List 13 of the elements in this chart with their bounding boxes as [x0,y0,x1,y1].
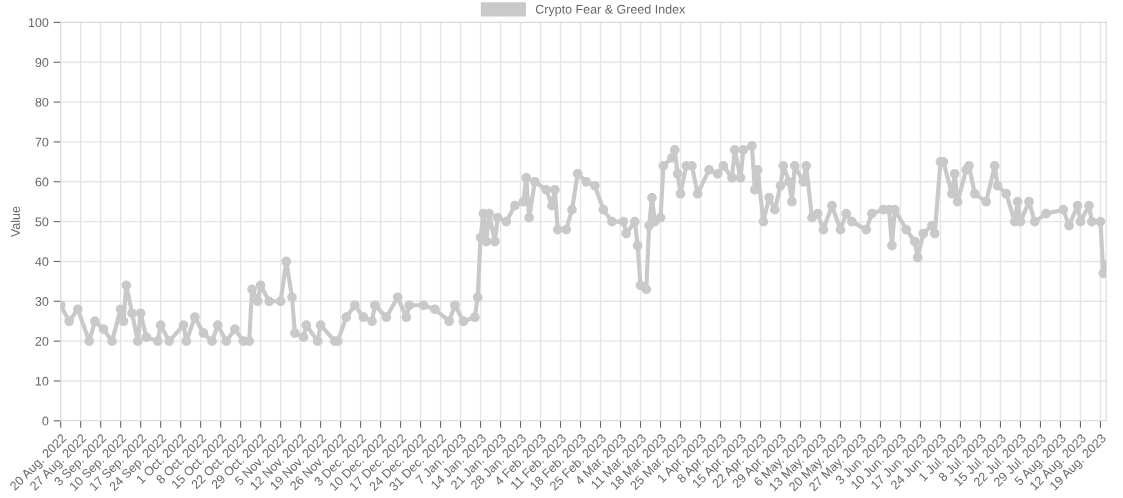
y-tick-label: 50 [35,217,49,227]
y-tick-label: 60 [35,177,49,187]
legend-label: Crypto Fear & Greed Index [535,4,686,17]
y-tick-label: 10 [35,376,49,386]
y-tick-label: 30 [35,297,49,306]
y-tick-label: 90 [35,58,49,67]
y-tick-label: 80 [35,97,49,107]
y-tick-label: 0 [42,416,49,426]
y-tick-label: 40 [35,257,49,267]
y-tick-label: 20 [35,336,49,346]
y-tick-label: 100 [28,18,49,28]
y-axis-title: Value [10,206,20,238]
y-tick-label: 70 [35,137,49,147]
